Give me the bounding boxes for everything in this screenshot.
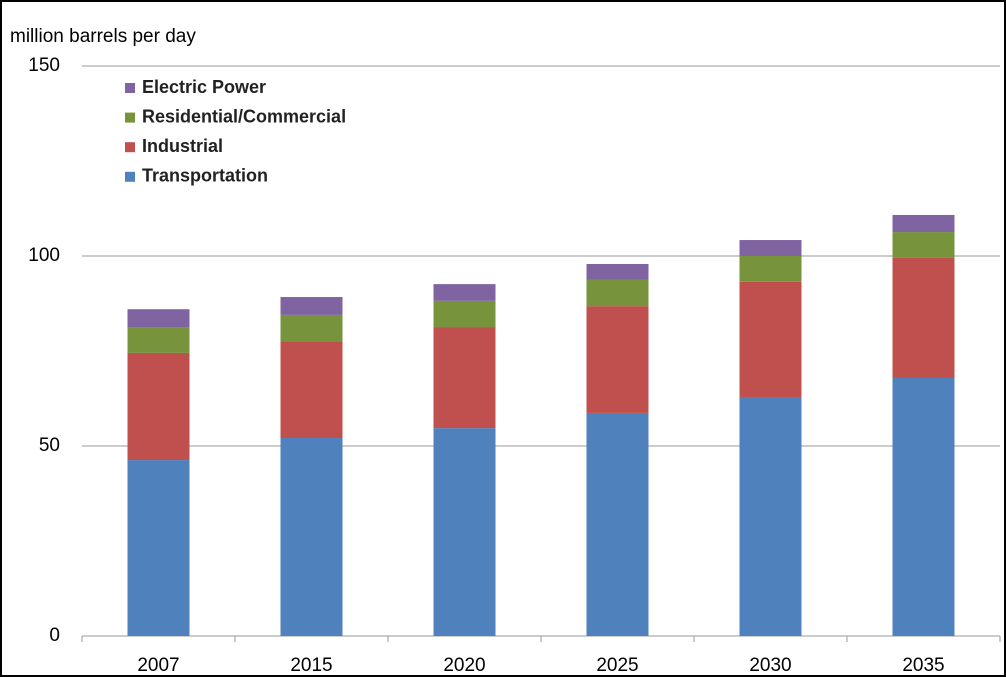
bar-segment	[127, 460, 190, 636]
x-tick-label: 2015	[290, 655, 332, 676]
bar-segment	[892, 257, 955, 378]
bar-segment	[739, 396, 802, 636]
bar-segment	[586, 279, 649, 307]
bar-segment	[892, 377, 955, 636]
legend-label: Industrial	[142, 136, 223, 156]
y-tick-label: 0	[49, 625, 60, 646]
legend-swatch	[125, 171, 135, 182]
bar-segment	[433, 327, 496, 429]
bar-segment	[127, 327, 190, 353]
bar-segment	[433, 284, 496, 301]
bar-segment	[127, 309, 190, 328]
bar-segment	[892, 232, 955, 258]
bar-segment	[739, 240, 802, 256]
legend-label: Transportation	[142, 166, 268, 186]
bar-segment	[586, 412, 649, 636]
bar-segment	[127, 352, 190, 461]
bar-segment	[892, 214, 955, 233]
bar-segment	[280, 314, 343, 342]
legend-label: Electric Power	[142, 77, 266, 97]
legend-label: Residential/Commercial	[142, 106, 346, 126]
bar-segment	[739, 256, 802, 282]
bar-segment	[280, 297, 343, 315]
bar-segment	[433, 428, 496, 636]
x-tick-label: 2030	[749, 655, 791, 676]
legend-swatch	[125, 142, 135, 153]
bar-segment	[280, 438, 343, 636]
bar-segment	[586, 263, 649, 280]
x-tick-label: 2035	[902, 655, 944, 676]
bar-segment	[739, 281, 802, 397]
bar-segment	[586, 306, 649, 413]
legend-swatch	[125, 112, 135, 123]
y-axis-label: million barrels per day	[10, 26, 196, 47]
x-tick-label: 2020	[443, 655, 485, 676]
y-tick-label: 100	[28, 245, 60, 266]
y-tick-label: 150	[28, 55, 60, 76]
x-tick-label: 2007	[137, 655, 179, 676]
y-tick-label: 50	[39, 435, 60, 456]
bar-segment	[433, 300, 496, 328]
x-tick-label: 2025	[596, 655, 638, 676]
legend-swatch	[125, 83, 135, 93]
bar-segment	[280, 341, 343, 439]
